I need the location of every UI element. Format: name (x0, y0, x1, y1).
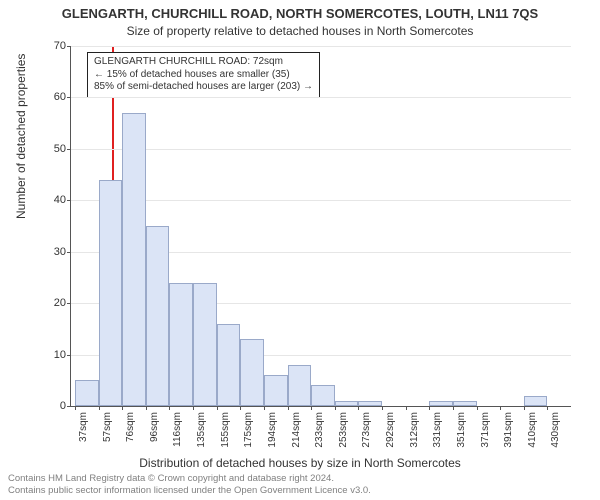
xtick-mark (288, 406, 289, 410)
xtick-label: 430sqm (550, 412, 561, 456)
ytick-mark (67, 303, 71, 304)
histogram-bar (217, 324, 241, 406)
histogram-bar (288, 365, 312, 406)
xtick-label: 194sqm (267, 412, 278, 456)
histogram-bar (358, 401, 382, 406)
ytick-label: 40 (36, 194, 66, 206)
xtick-mark (406, 406, 407, 410)
ytick-label: 20 (36, 297, 66, 309)
histogram-bar (429, 401, 453, 406)
xtick-label: 37sqm (78, 412, 89, 456)
histogram-bar (311, 385, 335, 406)
xtick-mark (382, 406, 383, 410)
gridline (71, 97, 571, 98)
chart-plot-area: GLENGARTH CHURCHILL ROAD: 72sqm ← 15% of… (70, 46, 571, 407)
xtick-mark (358, 406, 359, 410)
xtick-label: 155sqm (220, 412, 231, 456)
histogram-bar (453, 401, 477, 406)
ytick-label: 30 (36, 246, 66, 258)
xtick-label: 57sqm (102, 412, 113, 456)
xtick-mark (75, 406, 76, 410)
gridline (71, 149, 571, 150)
xtick-label: 253sqm (338, 412, 349, 456)
xtick-label: 331sqm (432, 412, 443, 456)
xtick-label: 312sqm (409, 412, 420, 456)
xtick-label: 351sqm (456, 412, 467, 456)
xtick-mark (547, 406, 548, 410)
xtick-label: 116sqm (172, 412, 183, 456)
ytick-label: 0 (36, 400, 66, 412)
xtick-mark (500, 406, 501, 410)
xtick-label: 371sqm (480, 412, 491, 456)
copyright-line: Contains HM Land Registry data © Crown c… (8, 473, 371, 484)
xtick-mark (429, 406, 430, 410)
xtick-mark (524, 406, 525, 410)
histogram-bar (193, 283, 217, 406)
ytick-label: 70 (36, 40, 66, 52)
xtick-label: 175sqm (243, 412, 254, 456)
xtick-label: 214sqm (291, 412, 302, 456)
histogram-bar (524, 396, 548, 406)
xtick-mark (217, 406, 218, 410)
ytick-mark (67, 355, 71, 356)
histogram-bar (169, 283, 193, 406)
xtick-mark (193, 406, 194, 410)
xtick-mark (477, 406, 478, 410)
chart-title-sub: Size of property relative to detached ho… (0, 24, 600, 38)
ytick-mark (67, 252, 71, 253)
xtick-mark (122, 406, 123, 410)
xtick-mark (453, 406, 454, 410)
ytick-mark (67, 149, 71, 150)
histogram-bar (240, 339, 264, 406)
xtick-label: 273sqm (361, 412, 372, 456)
annotation-box: GLENGARTH CHURCHILL ROAD: 72sqm ← 15% of… (87, 52, 320, 98)
xtick-label: 292sqm (385, 412, 396, 456)
histogram-bar (335, 401, 359, 406)
copyright-line: Contains public sector information licen… (8, 485, 371, 496)
ytick-label: 10 (36, 349, 66, 361)
xtick-mark (264, 406, 265, 410)
xtick-label: 96sqm (149, 412, 160, 456)
xtick-label: 391sqm (503, 412, 514, 456)
histogram-bar (99, 180, 123, 406)
ytick-mark (67, 200, 71, 201)
gridline (71, 200, 571, 201)
annotation-line: GLENGARTH CHURCHILL ROAD: 72sqm (94, 56, 313, 69)
xtick-mark (146, 406, 147, 410)
xtick-mark (169, 406, 170, 410)
histogram-bar (264, 375, 288, 406)
ytick-label: 50 (36, 143, 66, 155)
xtick-label: 135sqm (196, 412, 207, 456)
xtick-label: 76sqm (125, 412, 136, 456)
ytick-mark (67, 97, 71, 98)
xtick-label: 233sqm (314, 412, 325, 456)
histogram-bar (75, 380, 99, 406)
ytick-mark (67, 406, 71, 407)
y-axis-label: Number of detached properties (14, 54, 28, 219)
x-axis-label: Distribution of detached houses by size … (0, 456, 600, 470)
xtick-mark (240, 406, 241, 410)
ytick-mark (67, 46, 71, 47)
copyright-notice: Contains HM Land Registry data © Crown c… (8, 473, 371, 496)
annotation-line: 85% of semi-detached houses are larger (… (94, 81, 313, 94)
xtick-mark (99, 406, 100, 410)
annotation-line: ← 15% of detached houses are smaller (35… (94, 69, 313, 82)
chart-title-main: GLENGARTH, CHURCHILL ROAD, NORTH SOMERCO… (0, 6, 600, 21)
xtick-mark (335, 406, 336, 410)
histogram-bar (146, 226, 170, 406)
xtick-label: 410sqm (527, 412, 538, 456)
histogram-bar (122, 113, 146, 406)
xtick-mark (311, 406, 312, 410)
ytick-label: 60 (36, 91, 66, 103)
gridline (71, 46, 571, 47)
